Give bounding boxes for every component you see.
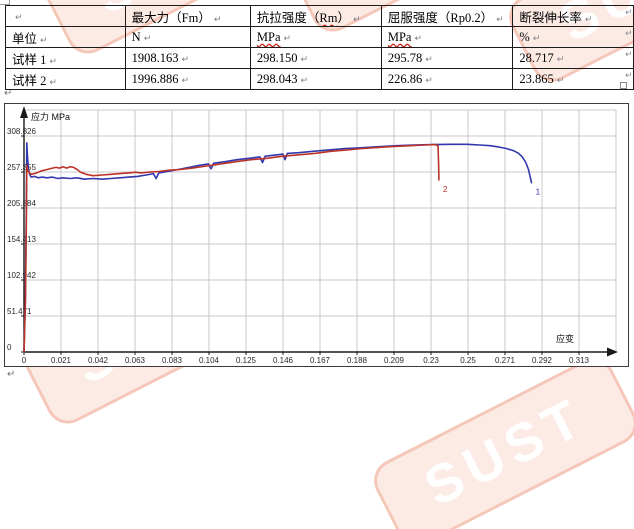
y-tick-label: 308.826: [7, 127, 36, 136]
object-anchor-box: [0, 0, 10, 5]
table-cell: 抗拉强度（Rm） ↵: [249, 5, 382, 27]
x-tick-label: 0.146: [273, 356, 294, 365]
y-tick-label: 51.471: [7, 307, 32, 316]
x-tick-label: 0.104: [199, 356, 220, 365]
table-cell: 1996.886 ↵: [124, 68, 251, 90]
x-tick-label: 0.042: [88, 356, 109, 365]
sust-watermark-text: SUST: [330, 0, 511, 5]
table-row: 试样 2 ↵ 1996.886 ↵ 298.043 ↵ 226.86 ↵ 23.865 ↵: [5, 68, 634, 90]
table-cell: 226.86 ↵: [380, 68, 514, 90]
sust-watermark-text: SUST: [415, 386, 596, 518]
y-tick-label: 0: [7, 343, 12, 352]
table-row: 试样 1 ↵ 1908.163 ↵ 298.150 ↵ 295.78 ↵ 28.717 ↵: [5, 47, 634, 69]
cell-end-mark: ↵: [425, 75, 433, 86]
table-cell: 1908.163 ↵: [124, 47, 251, 69]
table-cell: % ↵: [512, 26, 634, 48]
x-tick-label: 0.167: [310, 356, 331, 365]
table-row: ↵ 最大力（Fm） ↵ 抗拉强度（Rm） ↵ 屈服强度（Rp0.2） ↵ 断裂伸长率 ↵: [5, 5, 634, 27]
paragraph-mark: ↵: [4, 88, 13, 99]
x-tick-label: 0.313: [569, 356, 590, 365]
table-cell: N ↵: [124, 26, 251, 48]
row-end-mark: ↵: [625, 50, 633, 60]
cell-end-mark: ↵: [496, 14, 504, 25]
cell-end-mark: ↵: [181, 54, 190, 65]
x-tick-label: 0.021: [51, 356, 72, 365]
row-end-mark: ↵: [625, 29, 633, 39]
x-tick-label: 0.063: [125, 356, 146, 365]
table-cell: 295.78 ↵: [380, 47, 514, 69]
cell-end-mark: ↵: [556, 75, 565, 86]
table-cell: 试样 1 ↵: [5, 47, 126, 69]
x-axis-title: 应变: [556, 333, 574, 344]
y-axis-arrow: [20, 106, 28, 118]
sust-watermark-stamp: SUST: [366, 350, 634, 529]
cell-end-mark: ↵: [584, 14, 593, 25]
x-tick-label: 0.25: [460, 356, 476, 365]
x-tick-label: 0.23: [423, 356, 439, 365]
curve-end-label-1: 1: [535, 187, 540, 197]
table-cell: 试样 2 ↵: [5, 68, 126, 90]
table-cell: 23.865 ↵: [512, 68, 634, 90]
cell-end-mark: ↵: [49, 77, 57, 88]
x-tick-label: 0.083: [162, 356, 183, 365]
x-tick-label: 0.125: [236, 356, 257, 365]
cell-end-mark: ↵: [425, 54, 433, 65]
cell-end-mark: ↵: [300, 54, 309, 65]
spellcheck-underline: MPa: [256, 29, 281, 44]
table-resize-handle[interactable]: [620, 82, 627, 89]
table-cell: MPa ↵: [380, 26, 514, 48]
x-tick-label: 0.292: [532, 356, 553, 365]
cell-end-mark: ↵: [414, 33, 423, 44]
stress-strain-plot: 0 0.021 0.042 0.063 0.083 0.104 0.125 0.146 0.16…: [7, 106, 618, 365]
table-cell: 最大力（Fm） ↵: [124, 5, 251, 27]
curve-end-label-2: 2: [443, 184, 448, 194]
cell-end-mark: ↵: [532, 33, 541, 44]
paragraph-mark: ↵: [7, 369, 16, 380]
x-tick-label: 0.209: [384, 356, 405, 365]
cell-end-mark: ↵: [15, 12, 23, 23]
cell-end-mark: ↵: [300, 75, 309, 86]
cell-end-mark: ↵: [143, 33, 152, 44]
table-cell: MPa ↵: [249, 26, 382, 48]
table-cell: 屈服强度（Rp0.2） ↵: [380, 5, 514, 27]
curve-specimen-2: [23, 143, 440, 353]
y-tick-label: 205.884: [7, 199, 36, 208]
x-tick-label: 0: [22, 356, 27, 365]
cell-end-mark: ↵: [352, 14, 361, 25]
y-tick-label: 154.413: [7, 235, 36, 244]
table-cell: 28.717 ↵: [512, 47, 634, 69]
y-axis-title: 应力 MPa: [31, 111, 70, 122]
cell-end-mark: ↵: [181, 75, 190, 86]
cell-end-mark: ↵: [49, 56, 57, 67]
cell-end-mark: ↵: [40, 35, 48, 46]
spellcheck-underline: MPa: [387, 29, 412, 44]
table-cell: ↵: [5, 5, 126, 27]
cell-end-mark: ↵: [283, 33, 292, 44]
table-cell: 单位 ↵: [5, 26, 126, 48]
spellcheck-underline: Rm: [319, 10, 338, 25]
x-tick-label: 0.188: [347, 356, 368, 365]
cell-end-mark: ↵: [213, 14, 222, 25]
row-end-mark: ↵: [625, 71, 633, 81]
x-axis-arrow: [607, 347, 618, 357]
stress-strain-chart: 0 0.021 0.042 0.063 0.083 0.104 0.125 0.146 0.16…: [4, 103, 629, 367]
cell-end-mark: ↵: [556, 54, 565, 65]
table-cell: 断裂伸长率 ↵: [512, 5, 634, 27]
x-tick-label: 0.271: [495, 356, 516, 365]
y-tick-label: 102.942: [7, 271, 36, 280]
row-end-mark: ↵: [625, 8, 633, 18]
table-row: 单位 ↵ N ↵ MPa ↵ MPa ↵% ↵: [5, 26, 634, 48]
results-table: ↵ 最大力（Fm） ↵ 抗拉强度（Rm） ↵ 屈服强度（Rp0.2） ↵ 断裂伸长率 ↵ 单位 ↵ N…: [5, 5, 634, 90]
table-cell: 298.150 ↵: [249, 47, 382, 69]
curve-specimen-1: [23, 142, 533, 353]
y-tick-label: 257.355: [7, 163, 36, 172]
table-cell: 298.043 ↵: [249, 68, 382, 90]
